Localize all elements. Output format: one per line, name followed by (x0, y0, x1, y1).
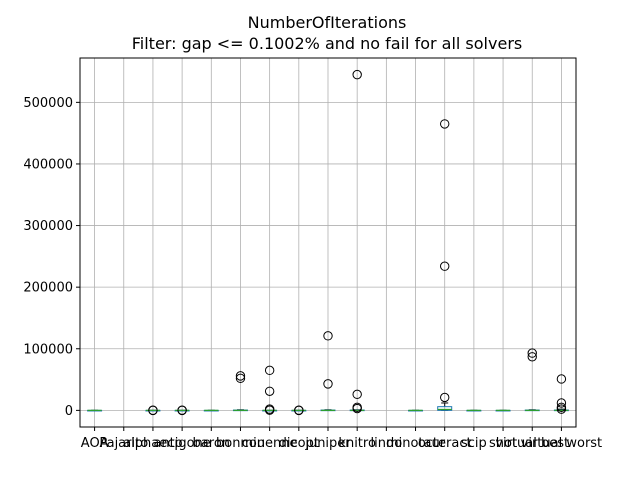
outlier-point (323, 379, 333, 389)
x-tick-label: Pajarito (99, 436, 148, 451)
chart-subtitle: Filter: gap <= 0.1002% and no fail for a… (132, 34, 522, 53)
outlier-point (264, 365, 275, 376)
x-tick-label: alphaecp (123, 436, 182, 451)
outlier-point (264, 404, 275, 414)
x-tick-label: couenne (242, 436, 298, 451)
y-tick-label: 200000 (23, 281, 73, 296)
outlier-point (235, 371, 246, 381)
outlier-point (352, 402, 362, 412)
y-tick-label: 0 (65, 404, 73, 419)
outlier-point (440, 119, 450, 129)
outlier-point (177, 405, 187, 415)
outlier-point (323, 331, 333, 341)
x-tick-label: baron (193, 436, 230, 451)
x-tick-label: shot (489, 436, 517, 451)
x-tick-label: AOA (81, 436, 109, 451)
x-tick-label: antigone (153, 436, 210, 451)
outlier-point (440, 392, 450, 403)
outlier-point (556, 374, 567, 384)
outlier-point (556, 398, 567, 408)
outlier-point (264, 386, 275, 396)
box-series (87, 69, 569, 416)
y-tick-label: 300000 (23, 219, 73, 234)
x-tick-label: minotaur (386, 436, 446, 451)
outlier-point (294, 405, 304, 415)
x-tick-label: knitro (338, 436, 376, 451)
x-tick-label: bonmin (216, 436, 265, 451)
y-tick-label: 400000 (23, 157, 73, 172)
y-tick-label: 500000 (23, 96, 73, 111)
x-tick-label: juniper (304, 436, 351, 451)
y-tick-label: 100000 (23, 342, 73, 357)
outlier-point (235, 373, 246, 384)
outlier-point (440, 261, 450, 271)
outlier-point (527, 352, 537, 362)
chart-title: NumberOfIterations (248, 13, 407, 32)
outlier-point (556, 402, 567, 412)
outlier-point (527, 348, 537, 358)
x-tick-label: virtual worst (521, 436, 603, 451)
x-tick-label: dicopt (279, 436, 319, 451)
x-tick-label: lindo (371, 436, 403, 451)
outlier-point (148, 405, 158, 415)
x-tick-label: scip (461, 436, 487, 451)
box (437, 406, 453, 411)
outlier-point (352, 69, 362, 80)
axes: 0 100000 200000 300000 400000 500000 AOAPajari… (23, 96, 602, 451)
outlier-point (352, 389, 362, 400)
x-tick-label: virtual best (495, 436, 569, 451)
x-tick-label: octeract (418, 436, 472, 451)
